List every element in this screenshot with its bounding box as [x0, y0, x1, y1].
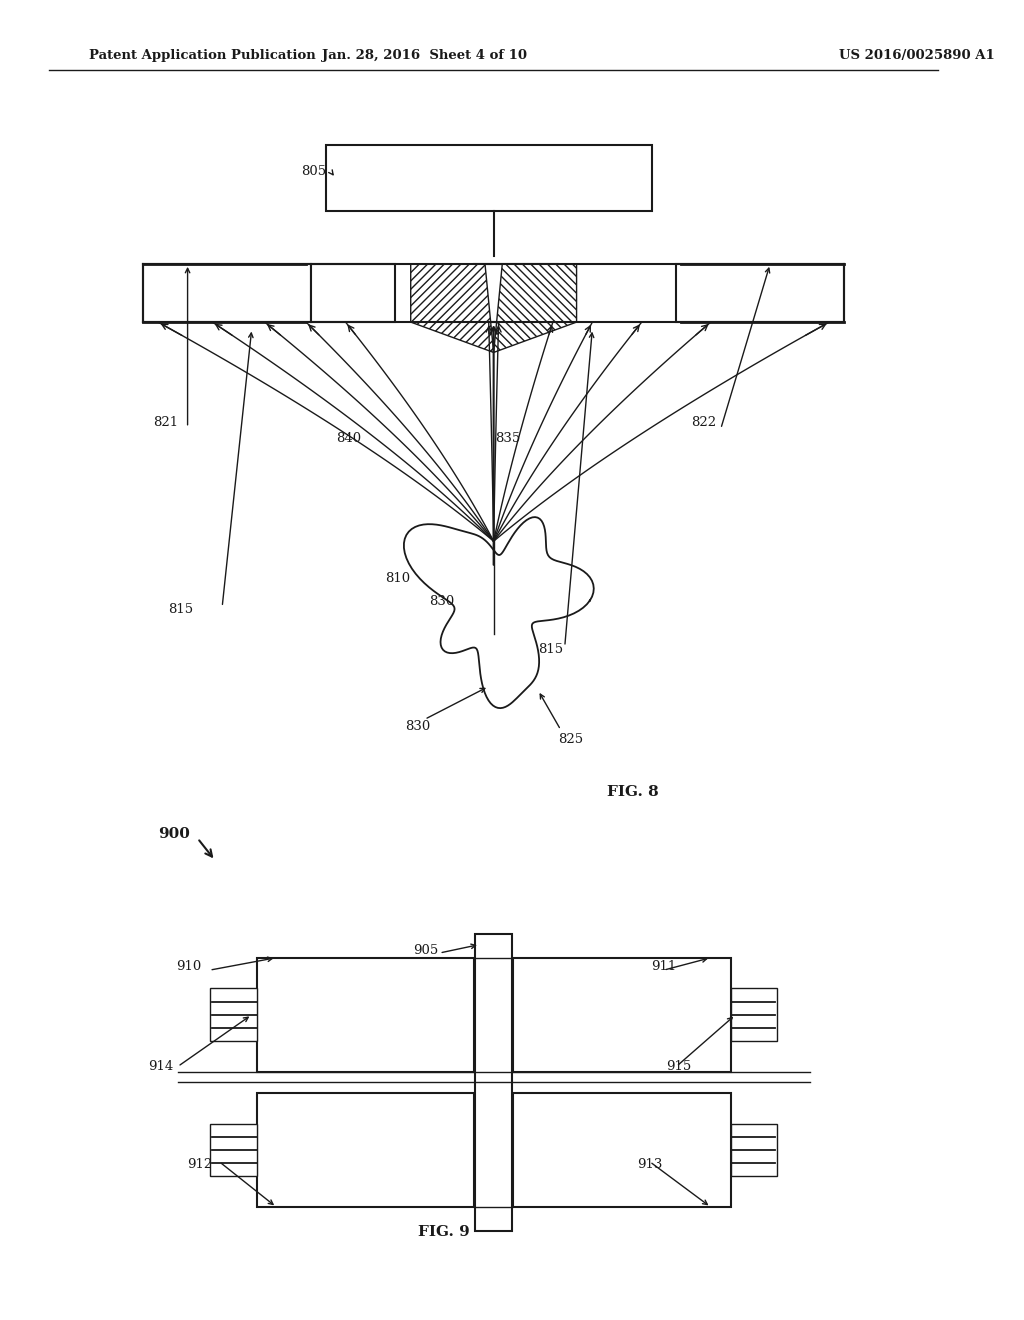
- Text: 914: 914: [148, 1060, 173, 1073]
- Bar: [474, 264, 558, 322]
- Text: 821: 821: [153, 416, 178, 429]
- Text: FIG. 9: FIG. 9: [419, 1225, 470, 1238]
- Bar: [311, 264, 395, 322]
- Polygon shape: [494, 264, 577, 352]
- Text: 835: 835: [496, 432, 521, 445]
- Text: FIG. 8: FIG. 8: [607, 785, 658, 799]
- Text: 900: 900: [158, 828, 189, 841]
- Bar: [475, 935, 512, 1230]
- Text: Patent Application Publication: Patent Application Publication: [89, 49, 315, 62]
- Bar: [513, 1093, 730, 1206]
- Text: 912: 912: [187, 1158, 213, 1171]
- Text: 815: 815: [538, 643, 563, 656]
- Text: 913: 913: [637, 1158, 663, 1171]
- Text: 915: 915: [667, 1060, 691, 1073]
- Text: 840: 840: [336, 432, 360, 445]
- Bar: [210, 1123, 257, 1176]
- Bar: [676, 264, 844, 322]
- Bar: [257, 1093, 474, 1206]
- Text: US 2016/0025890 A1: US 2016/0025890 A1: [840, 49, 995, 62]
- Text: Jan. 28, 2016  Sheet 4 of 10: Jan. 28, 2016 Sheet 4 of 10: [322, 49, 527, 62]
- Bar: [730, 989, 777, 1041]
- Bar: [210, 989, 257, 1041]
- Text: 911: 911: [651, 960, 677, 973]
- Text: 910: 910: [176, 960, 201, 973]
- Text: 830: 830: [404, 719, 430, 733]
- Text: 822: 822: [691, 416, 716, 429]
- Bar: [513, 958, 730, 1072]
- Bar: [326, 145, 651, 211]
- Text: 815: 815: [168, 603, 193, 616]
- Polygon shape: [411, 264, 494, 352]
- Text: 905: 905: [413, 944, 438, 957]
- Text: 810: 810: [385, 572, 411, 585]
- Text: 805: 805: [301, 165, 327, 178]
- Bar: [257, 958, 474, 1072]
- Bar: [730, 1123, 777, 1176]
- Bar: [143, 264, 311, 322]
- Text: 825: 825: [558, 733, 583, 746]
- Text: 830: 830: [429, 595, 455, 609]
